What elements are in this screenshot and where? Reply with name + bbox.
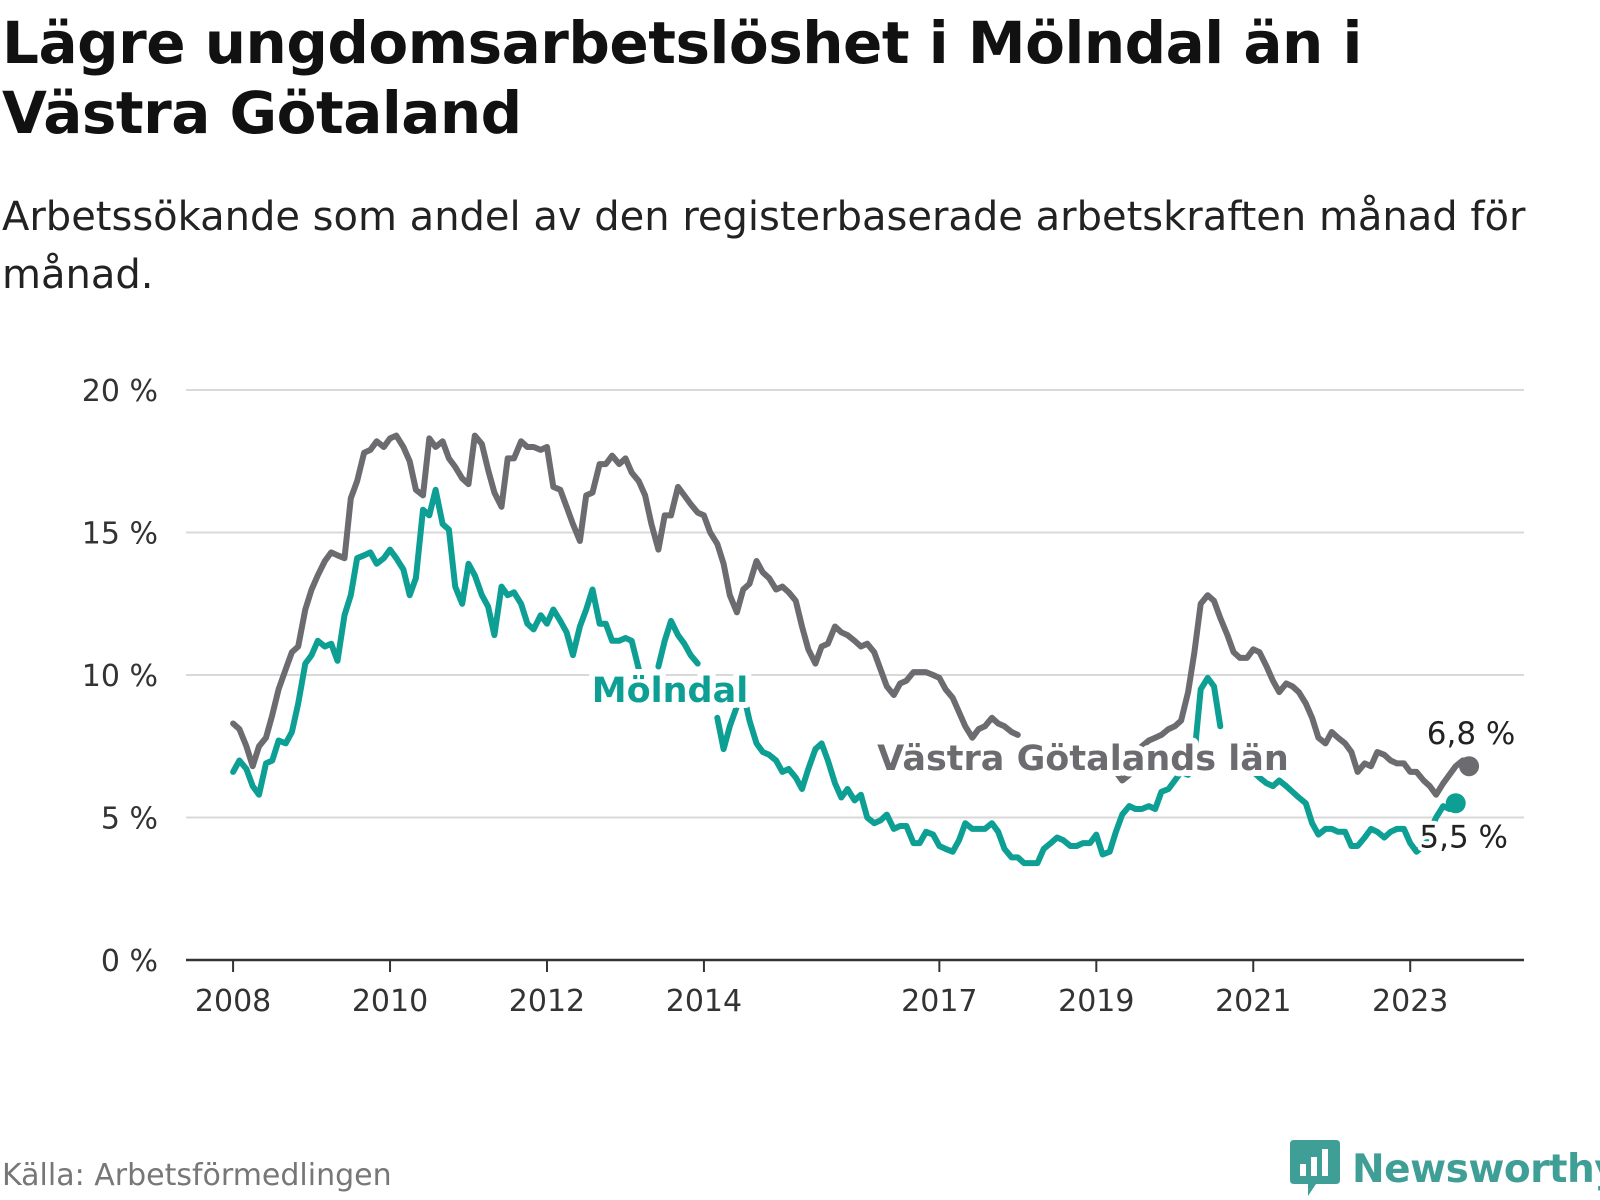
end-point-m-lndal [1445, 793, 1466, 814]
series-line-m-lndal-1 [655, 617, 701, 670]
end-point-v-stra-g-talands-l-n [1459, 756, 1480, 777]
y-tick-label-10: 10 % [82, 659, 158, 694]
y-tick-label-15: 15 % [82, 517, 158, 552]
brand-name: Newsworthy [1352, 1146, 1600, 1192]
end-label-molndal: 5,5 % [1419, 819, 1508, 855]
x-tick-label-2021: 2021 [1215, 984, 1291, 1019]
series-line-v-stra-g-talands-l-n-0 [230, 432, 1021, 770]
newsworthy-logo-icon [1290, 1140, 1340, 1196]
x-tick-label-2017: 2017 [901, 984, 977, 1019]
y-tick-label-5: 5 % [101, 802, 158, 837]
chart-subtitle: Arbetssökande som andel av den registerb… [2, 194, 1526, 298]
x-tick-label-2012: 2012 [509, 984, 585, 1019]
line-chart: 0 % 5 % 10 % 15 % 20 % 2008 2010 2012 2014 2017 20… [82, 374, 1524, 1019]
x-tick-label-2008: 2008 [195, 984, 271, 1019]
x-tick-label-2019: 2019 [1058, 984, 1134, 1019]
x-tick-label-2014: 2014 [666, 984, 742, 1019]
series-line-m-lndal-3 [1236, 760, 1459, 855]
x-tick-label-2010: 2010 [352, 984, 428, 1019]
series-label-vastra-gotalands-lan: Västra Götalands län [877, 739, 1289, 779]
end-label-vastra-gotalands-lan: 6,8 % [1427, 716, 1516, 752]
source-note: Källa: Arbetsförmedlingen [2, 1158, 392, 1193]
y-tick-label-20: 20 % [82, 374, 158, 409]
newsworthy-logo: Newsworthy [1290, 1140, 1600, 1198]
series-line-v-stra-g-talands-l-n-1 [1099, 592, 1473, 798]
series-line-m-lndal-0 [230, 486, 642, 798]
y-tick-label-0: 0 % [101, 944, 158, 979]
series-line-m-lndal-2 [714, 674, 1224, 867]
chart-title: Lägre ungdomsarbetslöshet i Mölndal än i… [2, 9, 1362, 147]
series-label-molndal: Mölndal [592, 671, 748, 711]
x-tick-label-2023: 2023 [1372, 984, 1448, 1019]
